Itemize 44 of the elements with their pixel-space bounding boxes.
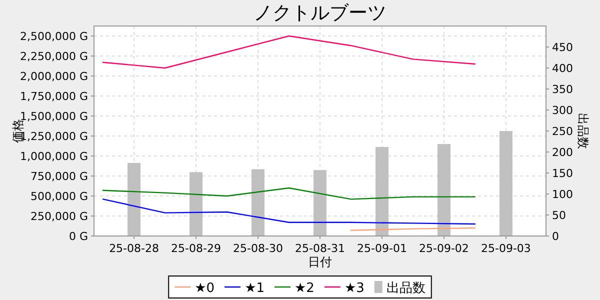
y-tick-label: 2,500,000 G xyxy=(20,30,88,43)
chart-title: ノクトルブーツ xyxy=(254,2,386,24)
y-tick-label: 1,750,000 G xyxy=(20,90,88,103)
y-tick-label: 2,250,000 G xyxy=(20,50,88,63)
legend-label: ★0 xyxy=(194,281,215,296)
y2-tick-label: 250 xyxy=(552,125,573,138)
x-axis-title: 日付 xyxy=(308,255,332,269)
y2-tick-label: 150 xyxy=(552,167,573,180)
y2-tick-label: 100 xyxy=(552,188,573,201)
y2-axis-title: 出品数 xyxy=(576,113,590,149)
bar xyxy=(252,169,265,236)
x-tick-label: 25-09-03 xyxy=(480,242,531,255)
y-tick-label: 250,000 G xyxy=(30,210,88,223)
y2-tick-label: 450 xyxy=(552,41,573,54)
y2-tick-label: 400 xyxy=(552,62,573,75)
y-tick-label: 500,000 G xyxy=(30,190,88,203)
bar xyxy=(128,162,141,236)
y2-tick-label: 50 xyxy=(552,209,566,222)
y-tick-label: 0 G xyxy=(68,230,88,243)
legend-label: ★3 xyxy=(344,281,364,296)
legend-label: 出品数 xyxy=(386,281,426,296)
y2-tick-label: 300 xyxy=(552,104,573,117)
bar xyxy=(190,172,203,236)
line-series xyxy=(102,198,476,225)
y2-tick-label: 350 xyxy=(552,83,573,96)
x-tick-label: 25-08-28 xyxy=(109,242,160,255)
legend-label: ★1 xyxy=(244,281,264,296)
bar xyxy=(375,146,388,236)
x-tick-label: 25-09-02 xyxy=(419,242,469,255)
legend-label: ★2 xyxy=(294,281,314,296)
y2-tick-label: 0 xyxy=(552,230,559,243)
bar xyxy=(314,170,326,236)
x-tick-label: 25-08-29 xyxy=(171,242,221,255)
x-tick-label: 25-09-01 xyxy=(357,242,407,255)
bar xyxy=(437,144,450,236)
line-series xyxy=(102,35,476,69)
y2-tick-label: 200 xyxy=(552,146,573,159)
x-tick-label: 25-08-31 xyxy=(295,242,345,255)
line-series xyxy=(102,187,476,200)
bar xyxy=(499,131,512,236)
y-tick-label: 2,000,000 G xyxy=(20,70,88,83)
y-tick-label: 750,000 G xyxy=(30,170,88,183)
x-tick-label: 25-08-30 xyxy=(233,242,283,255)
y-tick-label: 1,000,000 G xyxy=(20,150,88,163)
